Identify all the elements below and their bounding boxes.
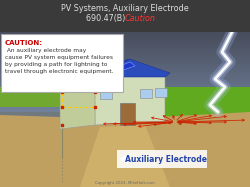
- Text: Auxiliary Electrode: Auxiliary Electrode: [125, 154, 207, 163]
- FancyBboxPatch shape: [0, 85, 250, 88]
- Polygon shape: [93, 68, 120, 79]
- FancyBboxPatch shape: [0, 50, 250, 53]
- Polygon shape: [115, 62, 135, 71]
- Polygon shape: [120, 87, 250, 119]
- FancyBboxPatch shape: [0, 90, 250, 93]
- FancyBboxPatch shape: [0, 74, 250, 77]
- Polygon shape: [120, 154, 128, 164]
- FancyBboxPatch shape: [0, 47, 250, 51]
- Text: CAUTION:: CAUTION:: [5, 40, 43, 46]
- FancyBboxPatch shape: [0, 61, 250, 64]
- FancyBboxPatch shape: [0, 66, 250, 69]
- FancyBboxPatch shape: [0, 39, 250, 43]
- FancyBboxPatch shape: [0, 71, 250, 75]
- Polygon shape: [95, 72, 165, 125]
- FancyBboxPatch shape: [0, 56, 250, 59]
- FancyBboxPatch shape: [120, 103, 135, 125]
- FancyBboxPatch shape: [0, 88, 250, 91]
- FancyBboxPatch shape: [100, 90, 112, 99]
- Polygon shape: [0, 112, 250, 187]
- FancyBboxPatch shape: [0, 101, 250, 104]
- FancyBboxPatch shape: [0, 77, 250, 80]
- Text: PV Systems, Auxiliary Electrode: PV Systems, Auxiliary Electrode: [61, 4, 189, 13]
- FancyBboxPatch shape: [0, 58, 250, 61]
- FancyBboxPatch shape: [0, 109, 250, 112]
- FancyBboxPatch shape: [0, 34, 250, 37]
- Text: An auxiliary electrode may
cause PV system equipment failures
by providing a pat: An auxiliary electrode may cause PV syst…: [5, 48, 114, 74]
- FancyBboxPatch shape: [0, 103, 250, 107]
- FancyBboxPatch shape: [1, 34, 123, 92]
- Polygon shape: [60, 77, 95, 129]
- FancyBboxPatch shape: [0, 37, 250, 40]
- FancyBboxPatch shape: [0, 31, 250, 35]
- FancyBboxPatch shape: [0, 45, 250, 48]
- Polygon shape: [90, 59, 170, 77]
- Polygon shape: [80, 125, 170, 187]
- Text: Copyright 2023, MikeHolt.com: Copyright 2023, MikeHolt.com: [95, 181, 155, 185]
- FancyBboxPatch shape: [0, 106, 250, 109]
- FancyBboxPatch shape: [155, 88, 167, 97]
- FancyBboxPatch shape: [0, 69, 250, 72]
- FancyBboxPatch shape: [0, 82, 250, 85]
- FancyBboxPatch shape: [117, 150, 207, 168]
- FancyBboxPatch shape: [0, 53, 250, 56]
- Text: Caution: Caution: [124, 13, 156, 22]
- FancyBboxPatch shape: [140, 89, 152, 98]
- FancyBboxPatch shape: [0, 98, 250, 101]
- Polygon shape: [55, 59, 130, 83]
- FancyBboxPatch shape: [0, 96, 250, 99]
- FancyBboxPatch shape: [0, 93, 250, 96]
- FancyBboxPatch shape: [0, 64, 250, 67]
- FancyBboxPatch shape: [0, 112, 250, 187]
- Polygon shape: [0, 87, 250, 107]
- FancyBboxPatch shape: [0, 0, 250, 32]
- FancyBboxPatch shape: [0, 42, 250, 45]
- FancyBboxPatch shape: [0, 79, 250, 83]
- Text: 690.47(B): 690.47(B): [86, 13, 128, 22]
